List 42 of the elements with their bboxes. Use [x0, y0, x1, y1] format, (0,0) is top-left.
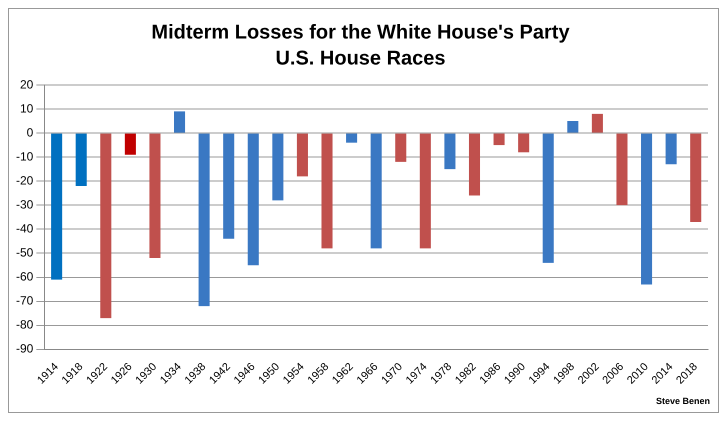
- bar: [198, 134, 210, 306]
- y-tick-label: -10: [16, 149, 34, 164]
- y-tick-label: -70: [16, 294, 34, 308]
- y-tick-label: -50: [16, 246, 34, 260]
- bar: [370, 134, 382, 248]
- bar: [272, 134, 284, 200]
- y-tick-label: -80: [16, 318, 34, 332]
- bar: [641, 134, 652, 284]
- chart-subtitle: U.S. House Races: [275, 48, 446, 70]
- bar: [494, 134, 505, 146]
- bar: [542, 134, 554, 263]
- bar: [444, 134, 456, 170]
- bar: [666, 134, 677, 164]
- bar: [395, 134, 406, 162]
- bar: [321, 134, 333, 248]
- bar: [690, 134, 702, 222]
- y-tick-label: -20: [16, 173, 34, 188]
- bar: [518, 134, 530, 152]
- text: Steve Benen: [656, 396, 710, 406]
- chart-title: Midterm Losses for the White House's Party: [151, 22, 570, 44]
- y-tick-label: 10: [20, 101, 34, 116]
- bar: [223, 134, 234, 239]
- bar: [100, 134, 112, 318]
- bar: [149, 134, 160, 258]
- y-tick-label: -90: [16, 342, 34, 356]
- bar: [296, 134, 308, 176]
- bar: [616, 134, 628, 206]
- y-tick-label: 20: [20, 77, 34, 92]
- bar: [592, 114, 603, 133]
- bar: [468, 134, 480, 196]
- bar: [124, 134, 136, 155]
- bar: [346, 134, 358, 143]
- y-tick-label: -30: [16, 197, 34, 212]
- bar: [174, 111, 186, 133]
- y-tick-label: 0: [26, 125, 34, 140]
- y-tick-label: -60: [16, 270, 34, 284]
- y-tick-label: -40: [16, 222, 34, 236]
- bar: [248, 134, 259, 266]
- bar: [76, 134, 87, 186]
- bar: [51, 134, 62, 280]
- bar: [567, 121, 578, 133]
- bar: [420, 134, 431, 248]
